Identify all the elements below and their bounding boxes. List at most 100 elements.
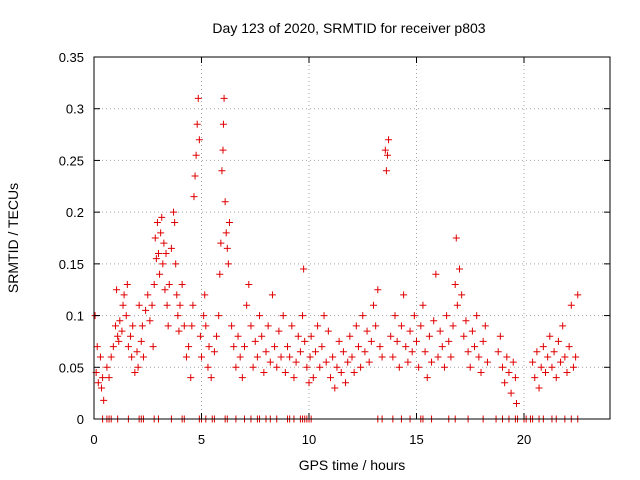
data-point (415, 363, 423, 371)
data-point (456, 265, 463, 273)
data-point (105, 374, 113, 382)
data-point (219, 146, 227, 154)
data-point (301, 337, 309, 345)
y-tick-label: 0.05 (59, 360, 84, 375)
data-point (114, 332, 122, 340)
plot-frame (93, 56, 611, 420)
data-point (98, 384, 106, 392)
data-point (139, 353, 147, 361)
data-point (127, 332, 135, 340)
data-point (557, 358, 565, 366)
data-point (529, 358, 537, 366)
data-point (188, 322, 196, 330)
data-point (535, 384, 543, 392)
data-point (458, 291, 466, 299)
data-point (574, 291, 582, 299)
data-point (234, 332, 242, 340)
data-point (464, 348, 472, 356)
data-point (370, 301, 377, 309)
data-point (406, 327, 414, 335)
data-point (193, 120, 201, 128)
data-point (432, 270, 440, 278)
data-point (542, 368, 549, 376)
data-point (116, 317, 124, 325)
data-point (149, 343, 157, 351)
data-point (451, 281, 459, 289)
data-point (471, 343, 479, 351)
data-point (221, 198, 229, 206)
data-point (460, 332, 468, 340)
grid-lines (94, 57, 610, 419)
data-point (378, 353, 386, 361)
data-point (172, 260, 180, 268)
data-point (201, 291, 209, 299)
data-point (192, 151, 200, 159)
data-point (152, 255, 160, 263)
data-point (129, 322, 137, 330)
data-point (124, 343, 132, 351)
data-point (290, 374, 298, 382)
data-point (218, 167, 226, 175)
data-point (180, 322, 188, 330)
data-point (462, 317, 470, 325)
x-tick-label: 5 (198, 432, 205, 447)
data-point (159, 260, 167, 268)
data-point (294, 332, 302, 340)
data-point (342, 379, 350, 387)
data-point (430, 317, 438, 325)
data-point (277, 353, 285, 361)
data-point (268, 291, 276, 299)
data-point (99, 374, 107, 382)
data-point (194, 94, 202, 102)
data-point (249, 363, 257, 371)
data-point (496, 332, 504, 340)
data-point (311, 348, 319, 356)
data-point (548, 363, 556, 371)
data-point (191, 172, 199, 180)
data-point (383, 151, 391, 159)
data-point (449, 322, 457, 330)
data-point (443, 312, 451, 320)
data-point (171, 218, 179, 226)
data-point (207, 374, 215, 382)
data-point (404, 358, 412, 366)
data-point (173, 291, 181, 299)
data-point (296, 348, 304, 356)
data-point (318, 343, 326, 351)
data-point (400, 291, 408, 299)
data-point (155, 250, 162, 258)
data-point (131, 368, 139, 376)
data-point (176, 301, 184, 309)
data-point (260, 368, 268, 376)
data-point (264, 322, 272, 330)
data-point (494, 348, 502, 356)
data-point (107, 353, 115, 361)
data-point (122, 312, 130, 320)
y-tick-label: 0.2 (66, 205, 84, 220)
data-point (167, 244, 175, 252)
data-point (434, 353, 442, 361)
data-point (266, 358, 274, 366)
data-point (205, 343, 213, 351)
y-axis-label: SRMTID / TECUs (5, 183, 21, 293)
data-point (423, 374, 431, 382)
data-point (565, 343, 573, 351)
data-point (561, 353, 569, 361)
data-point (552, 374, 560, 382)
data-point (477, 368, 485, 376)
data-point (134, 363, 142, 371)
data-point (533, 348, 541, 356)
data-point (333, 363, 341, 371)
data-point (195, 136, 203, 144)
data-point (224, 260, 232, 268)
data-point (292, 358, 300, 366)
data-point (170, 208, 178, 216)
y-tick-label: 0.35 (59, 50, 84, 65)
data-point (151, 234, 159, 242)
data-point (501, 379, 509, 387)
data-point (133, 348, 141, 356)
data-point (324, 327, 332, 335)
data-point (200, 312, 208, 320)
x-tick-label: 10 (302, 432, 316, 447)
data-point (316, 363, 324, 371)
